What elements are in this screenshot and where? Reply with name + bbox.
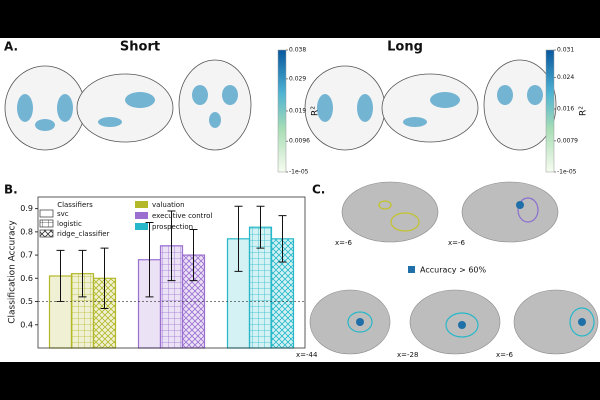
slice-label: x=-6 xyxy=(496,351,514,359)
colorbar-tick-label: 0.0096 xyxy=(289,138,310,145)
colorbar-tick-label: -1e-05 xyxy=(557,169,577,176)
colorbars: 0.038 0.029 0.019 0.0096 -1e-05 R² 0.031 0.024 0… xyxy=(277,47,589,176)
colorbar-tick-label: 0.016 xyxy=(557,106,574,113)
legend-label: ridge_classifier xyxy=(57,230,110,238)
colorbar-tick-label: 0.019 xyxy=(289,107,306,114)
error-bar xyxy=(234,205,243,272)
legend-label: svc xyxy=(57,210,69,218)
slice-label: x=-6 xyxy=(335,239,353,247)
condition-title: Long xyxy=(387,40,423,55)
colorbar-title: R² xyxy=(579,106,589,116)
y-tick-label: 0.5 xyxy=(20,297,33,306)
y-tick-label: 0.7 xyxy=(20,251,33,260)
legend-label: executive control xyxy=(152,212,212,220)
condition-title: Short xyxy=(120,40,160,55)
y-tick-label: 0.6 xyxy=(20,274,33,283)
y-tick-label: 0.4 xyxy=(20,320,33,329)
panel-label: C. xyxy=(312,183,325,197)
error-bar xyxy=(189,229,198,282)
panel-label: B. xyxy=(4,183,18,197)
slice-label: x=-44 xyxy=(296,351,318,359)
legend-swatch xyxy=(39,209,54,218)
y-axis-label: Classification Accuracy xyxy=(8,220,18,324)
slice-views xyxy=(309,181,599,355)
error-bar xyxy=(256,205,265,249)
legend-swatch xyxy=(408,266,415,273)
legend-swatch xyxy=(135,212,148,219)
y-tick-label: 0.8 xyxy=(20,227,33,236)
legend-label: prospection xyxy=(152,223,193,231)
colorbar-title: R² xyxy=(311,106,321,116)
colorbar xyxy=(277,49,287,173)
legend-label: logistic xyxy=(57,220,82,228)
slice-label: x=-6 xyxy=(448,239,466,247)
panel-label: A. xyxy=(4,40,18,54)
colorbar-tick-label: 0.0079 xyxy=(557,137,578,144)
error-bar xyxy=(145,222,154,298)
colorbar xyxy=(545,49,555,173)
legend-label: valuation xyxy=(152,201,185,209)
legend-title: Classifiers xyxy=(57,201,93,209)
legend-swatch xyxy=(135,223,148,230)
legend-label: Accuracy > 60% xyxy=(420,266,486,275)
colorbar-tick-label: -1e-05 xyxy=(289,169,309,176)
plot-frame xyxy=(37,196,306,349)
colorbar-tick-label: 0.031 xyxy=(557,47,574,54)
error-bar xyxy=(78,249,87,298)
colorbar-tick-label: 0.024 xyxy=(557,74,574,81)
colorbar-tick-label: 0.029 xyxy=(289,75,306,82)
legend-swatch xyxy=(39,229,54,238)
brain-views xyxy=(4,59,557,151)
y-tick-label: 0.9 xyxy=(20,204,33,213)
error-bar xyxy=(167,210,176,282)
error-bar xyxy=(100,247,109,310)
slice-label: x=-28 xyxy=(397,351,418,359)
error-bar xyxy=(278,215,287,263)
legend-swatch xyxy=(135,201,148,208)
legend-swatch xyxy=(39,219,54,228)
colorbar-tick-label: 0.038 xyxy=(289,47,306,54)
